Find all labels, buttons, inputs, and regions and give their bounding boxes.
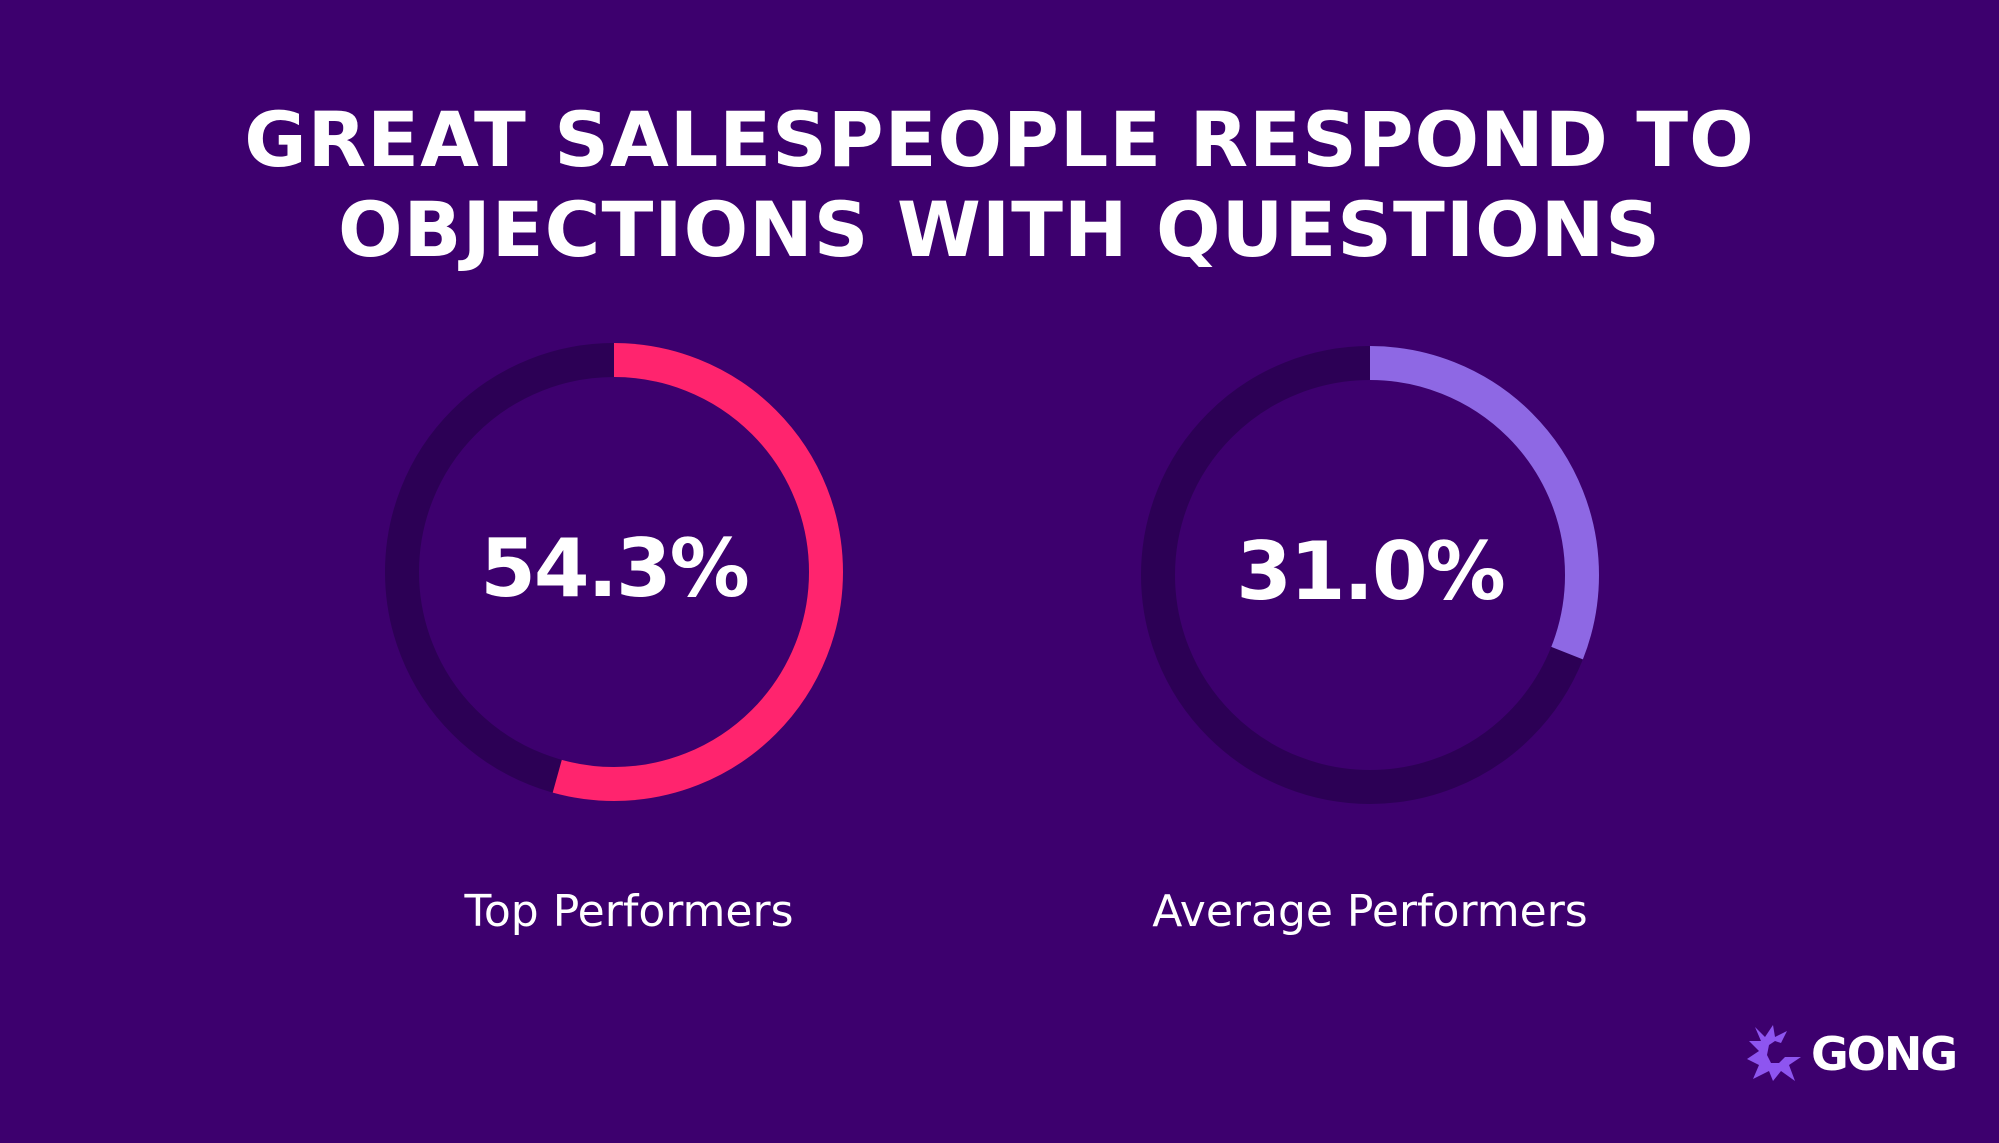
- label-top-performers: Top Performers: [464, 886, 794, 937]
- title-line-2: OBJECTIONS WITH QUESTIONS: [337, 185, 1662, 274]
- donut-average-performers: 31.0%: [1140, 345, 1600, 805]
- page-title: GREAT SALESPEOPLE RESPOND TO OBJECTIONS …: [0, 95, 1999, 275]
- gong-burst-icon: [1747, 1025, 1801, 1081]
- donut-arc-average-performers: [1141, 346, 1599, 804]
- value-average-performers: 31.0%: [1236, 525, 1506, 618]
- value-top-performers: 54.3%: [480, 522, 750, 615]
- donut-ring: [1141, 346, 1599, 804]
- gong-logo: GONG: [1745, 1023, 1958, 1085]
- donut-top-performers: 54.3%: [384, 342, 844, 802]
- title-line-1: GREAT SALESPEOPLE RESPOND TO: [244, 95, 1755, 184]
- donut-arc-top-performers: [385, 343, 843, 801]
- donut-ring: [385, 343, 843, 801]
- label-average-performers: Average Performers: [1152, 886, 1588, 937]
- logo-text: GONG: [1811, 1027, 1958, 1081]
